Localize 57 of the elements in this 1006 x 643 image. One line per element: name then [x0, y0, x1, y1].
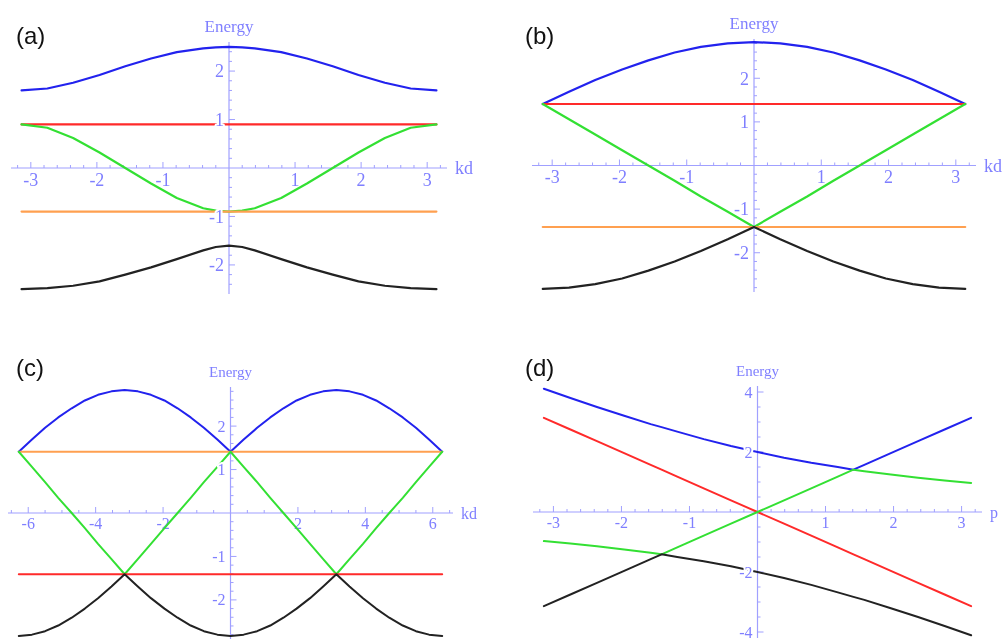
line-series — [541, 225, 967, 291]
x-tick-label: 2 — [356, 169, 366, 190]
y-tick-label: 1 — [740, 112, 749, 133]
x-tick-label: -1 — [682, 514, 697, 531]
x-tick-label: -3 — [544, 167, 560, 187]
x-tick-label: -1 — [155, 169, 171, 190]
y-axis-title: Energy — [729, 14, 779, 33]
x-tick-label: 2 — [889, 514, 898, 531]
y-tick-label: 2 — [740, 68, 749, 89]
x-tick-label: -2 — [614, 514, 629, 531]
x-tick-label: -2 — [611, 167, 627, 187]
x-axis-title: kd — [461, 504, 477, 522]
line-series — [17, 573, 444, 637]
x-tick-label: 1 — [290, 169, 300, 190]
line-series — [542, 416, 973, 608]
line-series — [17, 389, 444, 453]
x-tick-label: 6 — [428, 515, 437, 532]
x-axis-title: kd — [984, 155, 1002, 176]
x-tick-label: 3 — [951, 167, 961, 187]
line-series — [541, 102, 967, 229]
x-tick-label: 1 — [816, 167, 826, 187]
x-tick-label: -3 — [546, 514, 561, 531]
y-tick-label: 2 — [215, 61, 224, 82]
line-series — [542, 553, 973, 637]
chart-title: (c) — [16, 354, 44, 381]
line-series — [542, 387, 973, 471]
x-tick-label: 1 — [821, 514, 830, 531]
y-axis-title: Energy — [204, 17, 254, 36]
x-tick-label: 2 — [884, 167, 894, 187]
x-tick-label: 3 — [422, 169, 432, 190]
x-tick-label: -2 — [89, 169, 105, 190]
x-axis-title: kd — [455, 158, 473, 179]
chart-title: (d) — [525, 354, 555, 381]
y-tick-label: -1 — [209, 206, 224, 227]
chart-title: (a) — [16, 22, 46, 49]
chart-title: (b) — [525, 22, 555, 49]
y-tick-label: -2 — [734, 243, 749, 264]
x-tick-label: 3 — [957, 514, 966, 531]
line-series — [20, 244, 438, 291]
x-tick-label: -4 — [88, 515, 103, 532]
y-axis-title: Energy — [208, 364, 253, 380]
y-tick-label: 4 — [744, 383, 753, 401]
y-tick-label: 1 — [217, 461, 226, 479]
x-axis-title: p — [990, 503, 998, 522]
x-tick-label: -6 — [21, 515, 35, 532]
y-tick-label: -1 — [734, 199, 749, 220]
y-tick-label: -2 — [212, 591, 226, 609]
y-axis-title: Energy — [735, 363, 780, 379]
y-tick-label: -4 — [739, 623, 753, 641]
y-tick-label: 2 — [217, 417, 226, 435]
y-tick-label: -2 — [209, 255, 224, 276]
x-tick-label: -3 — [23, 169, 39, 190]
x-tick-label: 4 — [361, 515, 370, 532]
line-series — [542, 468, 973, 556]
x-tick-label: -1 — [679, 167, 695, 187]
line-series — [17, 450, 444, 576]
y-tick-label: -1 — [212, 548, 226, 566]
